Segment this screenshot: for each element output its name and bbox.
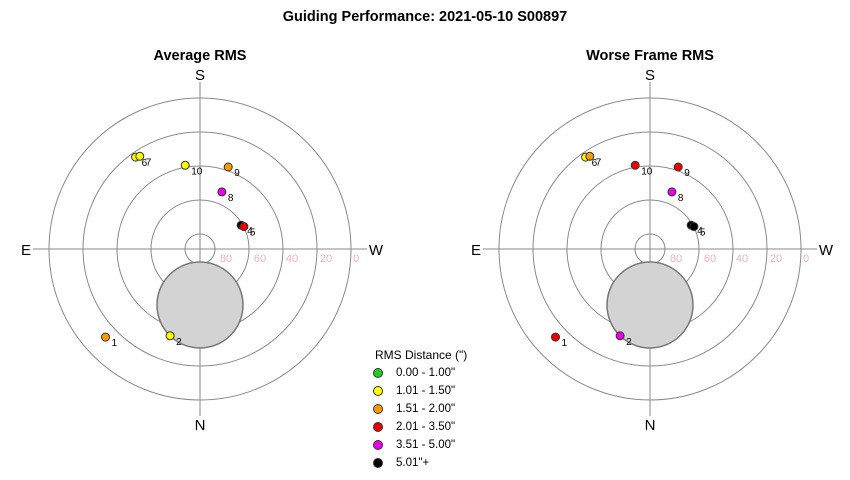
data-point-label: 8 bbox=[678, 193, 684, 204]
legend-marker bbox=[373, 368, 383, 378]
direction-label-right: W bbox=[819, 242, 834, 259]
direction-label-top: S bbox=[645, 67, 655, 84]
legend-item: 1.01 - 1.50" bbox=[368, 382, 467, 400]
direction-label-bottom: N bbox=[645, 417, 656, 434]
data-point bbox=[689, 222, 699, 232]
data-point bbox=[673, 162, 683, 172]
legend-marker bbox=[373, 458, 383, 468]
subplot-title: Average RMS bbox=[154, 48, 247, 64]
data-point-label: 10 bbox=[191, 166, 203, 177]
legend-label: 1.01 - 1.50" bbox=[396, 385, 456, 397]
radial-tick-label: 40 bbox=[736, 253, 748, 265]
legend-marker bbox=[373, 386, 383, 396]
legend-label: 0.00 - 1.00" bbox=[396, 367, 456, 379]
subplot-title: Worse Frame RMS bbox=[586, 48, 714, 64]
legend-label: 5.01"+ bbox=[396, 457, 430, 469]
direction-label-top: S bbox=[195, 67, 205, 84]
chart-main-title: Guiding Performance: 2021-05-10 S00897 bbox=[282, 9, 568, 25]
data-point-label: 2 bbox=[176, 337, 182, 348]
radial-tick-label: 80 bbox=[670, 253, 682, 265]
blocked-region bbox=[606, 261, 694, 349]
data-point-label: 1 bbox=[112, 338, 118, 349]
radial-tick-label: 20 bbox=[770, 253, 782, 265]
direction-label-left: E bbox=[471, 242, 481, 259]
data-point-label: 4 bbox=[247, 226, 253, 237]
radial-tick-label: 40 bbox=[286, 253, 298, 265]
legend-title: RMS Distance (") bbox=[375, 348, 468, 362]
radial-tick-label: 60 bbox=[254, 253, 266, 265]
data-point bbox=[585, 151, 595, 161]
data-point-label: 4 bbox=[697, 226, 703, 237]
radial-tick-label: 80 bbox=[220, 253, 232, 265]
legend-item: 5.01"+ bbox=[368, 454, 467, 472]
data-point-label: 2 bbox=[626, 337, 632, 348]
blocked-region bbox=[156, 261, 244, 349]
data-point bbox=[239, 222, 249, 232]
data-point bbox=[165, 331, 175, 341]
data-point-label: 8 bbox=[228, 193, 234, 204]
direction-label-bottom: N bbox=[195, 417, 206, 434]
radial-tick-label: 0 bbox=[353, 253, 359, 265]
radial-tick-label: 60 bbox=[704, 253, 716, 265]
legend-marker bbox=[373, 404, 383, 414]
data-point bbox=[180, 160, 190, 170]
legend-label: 2.01 - 3.50" bbox=[396, 421, 456, 433]
legend-item: 0.00 - 1.00" bbox=[368, 364, 467, 382]
radial-tick-label: 20 bbox=[320, 253, 332, 265]
direction-label-right: W bbox=[369, 242, 384, 259]
data-point bbox=[217, 187, 227, 197]
data-point-label: 1 bbox=[562, 338, 568, 349]
data-point-label: 5 bbox=[700, 228, 706, 239]
data-point-label: 6 bbox=[592, 158, 598, 169]
data-point-label: 5 bbox=[250, 228, 256, 239]
data-point bbox=[630, 160, 640, 170]
data-point bbox=[551, 332, 560, 342]
data-point bbox=[101, 332, 110, 342]
legend-label: 3.51 - 5.00" bbox=[396, 439, 456, 451]
data-point bbox=[615, 331, 625, 341]
data-point-label: 9 bbox=[684, 168, 690, 179]
data-point-label: 7 bbox=[596, 157, 602, 168]
legend-item: 1.51 - 2.00" bbox=[368, 400, 467, 418]
legend-item: 3.51 - 5.00" bbox=[368, 436, 467, 454]
radial-tick-label: 0 bbox=[803, 253, 809, 265]
data-point-label: 10 bbox=[641, 166, 653, 177]
data-point bbox=[135, 151, 145, 161]
direction-label-left: E bbox=[21, 242, 31, 259]
data-point-label: 6 bbox=[142, 158, 148, 169]
legend-marker bbox=[373, 422, 383, 432]
legend: RMS Distance (") 0.00 - 1.00" 1.01 - 1.50… bbox=[368, 348, 467, 472]
data-point bbox=[223, 162, 233, 172]
data-point-label: 7 bbox=[146, 157, 152, 168]
legend-marker bbox=[373, 440, 383, 450]
data-point-label: 9 bbox=[234, 168, 240, 179]
legend-label: 1.51 - 2.00" bbox=[396, 403, 456, 415]
legend-item: 2.01 - 3.50" bbox=[368, 418, 467, 436]
data-point bbox=[667, 187, 677, 197]
